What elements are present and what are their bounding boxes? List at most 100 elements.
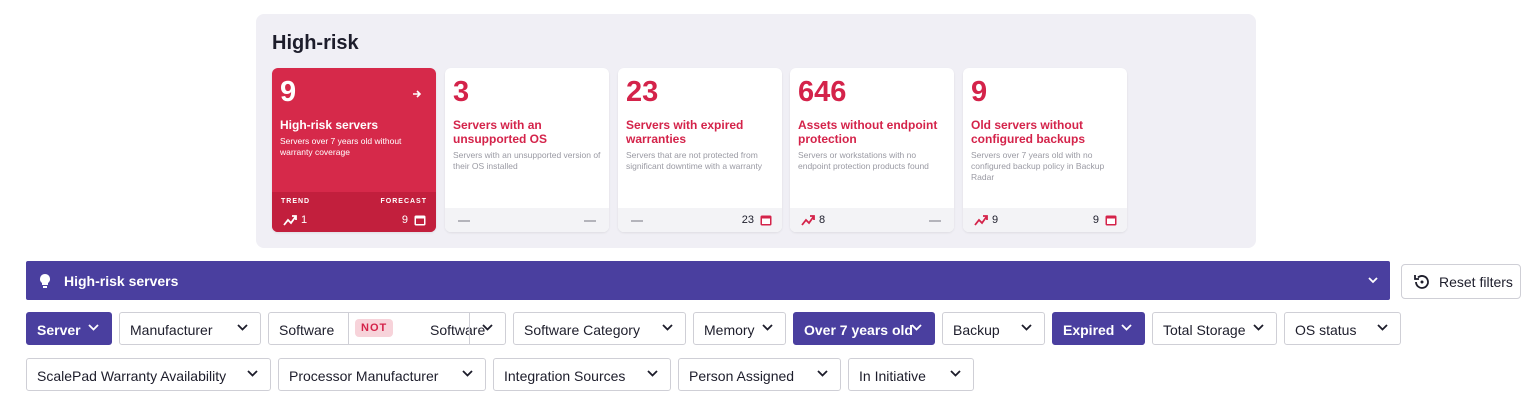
card-description: Servers or workstations with no endpoint… (798, 150, 929, 171)
filter-dropdown[interactable]: Total Storage (1152, 312, 1277, 345)
filter-label: Server (37, 322, 81, 338)
filter-bar[interactable]: High-risk servers (26, 261, 1390, 300)
chevron (1021, 324, 1032, 331)
metric-card[interactable]: 9 Old servers without configured backups S… (963, 68, 1127, 232)
card-title: Old servers without configured backups (971, 118, 1086, 146)
filter-label: Over 7 years old (804, 322, 913, 338)
filter-dropdown[interactable]: Software NOT Software (268, 312, 506, 345)
metric-card[interactable]: 646 Assets without endpoint protection Ser… (790, 68, 954, 232)
chevron (1377, 324, 1388, 331)
filter-label: Person Assigned (689, 368, 795, 384)
card-title: Assets without endpoint protection (798, 118, 938, 146)
chevron (1121, 324, 1132, 331)
filter-label: Total Storage (1163, 322, 1246, 338)
forecast-label: FORECAST (380, 198, 427, 205)
card-footer: 8 (790, 208, 954, 232)
card-description: Servers that are not protected from sign… (626, 150, 763, 171)
filter-dropdown[interactable]: Server (26, 312, 112, 345)
trend-value: 1 (301, 214, 308, 226)
card-value: 9 (280, 76, 297, 108)
filter-label: OS status (1295, 322, 1357, 338)
forecast-empty (584, 220, 596, 222)
card-value: 9 (971, 76, 988, 108)
filter-dropdown[interactable]: ScalePad Warranty Availability (26, 358, 271, 391)
card-title: Servers with expired warranties (626, 118, 744, 146)
filter-dropdown[interactable]: Expired (1052, 312, 1145, 345)
chevron (647, 370, 658, 377)
forecast-icon (1105, 215, 1117, 226)
card-title: Servers with an unsupported OS (453, 118, 547, 146)
card-footer: 23 (618, 208, 782, 232)
trend-icon (283, 215, 297, 226)
card-title: High-risk servers (280, 118, 379, 132)
forecast-empty (929, 220, 941, 222)
filter-label: ScalePad Warranty Availability (37, 368, 227, 384)
separator (469, 313, 470, 344)
filter-label: Integration Sources (504, 368, 626, 384)
trend-icon (801, 215, 815, 226)
operator-badge: NOT (355, 319, 394, 337)
chevron (911, 324, 922, 331)
filter-dropdown[interactable]: Manufacturer (119, 312, 261, 345)
card-value: 23 (626, 76, 659, 108)
filter-label: Expired (1063, 322, 1115, 338)
card-value: 646 (798, 76, 847, 108)
metric-card[interactable]: 3 Servers with an unsupported OS Servers w… (445, 68, 609, 232)
chevron (1253, 324, 1264, 331)
trend-empty (631, 220, 643, 222)
filter-label: Manufacturer (130, 322, 213, 338)
filter-dropdown[interactable]: Integration Sources (493, 358, 671, 391)
filter-dropdown[interactable]: OS status (1284, 312, 1401, 345)
chevron (247, 370, 258, 377)
forecast-value: 23 (741, 214, 754, 226)
panel-title: High-risk (272, 32, 359, 54)
filter-dropdown[interactable]: Software Category (513, 312, 686, 345)
chevron (237, 324, 248, 331)
filter-dropdown[interactable]: Memory (693, 312, 786, 345)
card-footer: TREND FORECAST 1 9 (272, 192, 436, 232)
card-description: Servers over 7 years old with no configu… (971, 150, 1105, 182)
trend-empty (458, 220, 470, 222)
filter-label: Processor Manufacturer (289, 368, 439, 384)
filter-label: Software Category (524, 322, 640, 338)
chevron (462, 370, 473, 377)
filter-label: Software (279, 322, 335, 338)
card-value: 3 (453, 76, 470, 108)
trend-label: TREND (281, 198, 311, 205)
card-description: Servers with an unsupported version of t… (453, 150, 601, 171)
trend-icon (974, 215, 988, 226)
chevron (762, 324, 773, 331)
filter-label: Backup (953, 322, 1000, 338)
chevron (1368, 277, 1378, 284)
filter-dropdown[interactable]: Person Assigned (678, 358, 841, 391)
filter-dropdown[interactable]: Over 7 years old (793, 312, 935, 345)
high-risk-panel: High-risk 9 High-risk servers Servers over… (256, 14, 1256, 248)
chevron (662, 324, 673, 331)
reset-label: Reset filters (1439, 274, 1513, 290)
filter-dropdown[interactable]: Processor Manufacturer (278, 358, 486, 391)
chevron (950, 370, 961, 377)
reset-filters-button[interactable]: Reset filters (1401, 264, 1521, 299)
forecast-value: 9 (1092, 214, 1099, 226)
filter-dropdown[interactable]: Backup (942, 312, 1045, 345)
filter-dropdown[interactable]: In Initiative (848, 358, 974, 391)
separator (348, 313, 349, 344)
bulb-icon (40, 274, 50, 288)
forecast-icon (760, 215, 772, 226)
filter-label: In Initiative (859, 368, 926, 384)
card-description: Servers over 7 years old without warrant… (280, 136, 402, 157)
chevron (817, 370, 828, 377)
chevron (88, 324, 99, 331)
forecast-value: 9 (401, 214, 408, 226)
forecast-icon (414, 215, 426, 226)
trend-value: 9 (992, 214, 999, 226)
metric-card[interactable]: 9 High-risk servers Servers over 7 years o… (272, 68, 436, 232)
reset-icon (1414, 275, 1429, 289)
trend-value: 8 (819, 214, 826, 226)
filter-label: Memory (704, 322, 755, 338)
metric-card[interactable]: 23 Servers with expired warranties Servers… (618, 68, 782, 232)
chevron (482, 324, 493, 331)
card-footer (445, 208, 609, 232)
